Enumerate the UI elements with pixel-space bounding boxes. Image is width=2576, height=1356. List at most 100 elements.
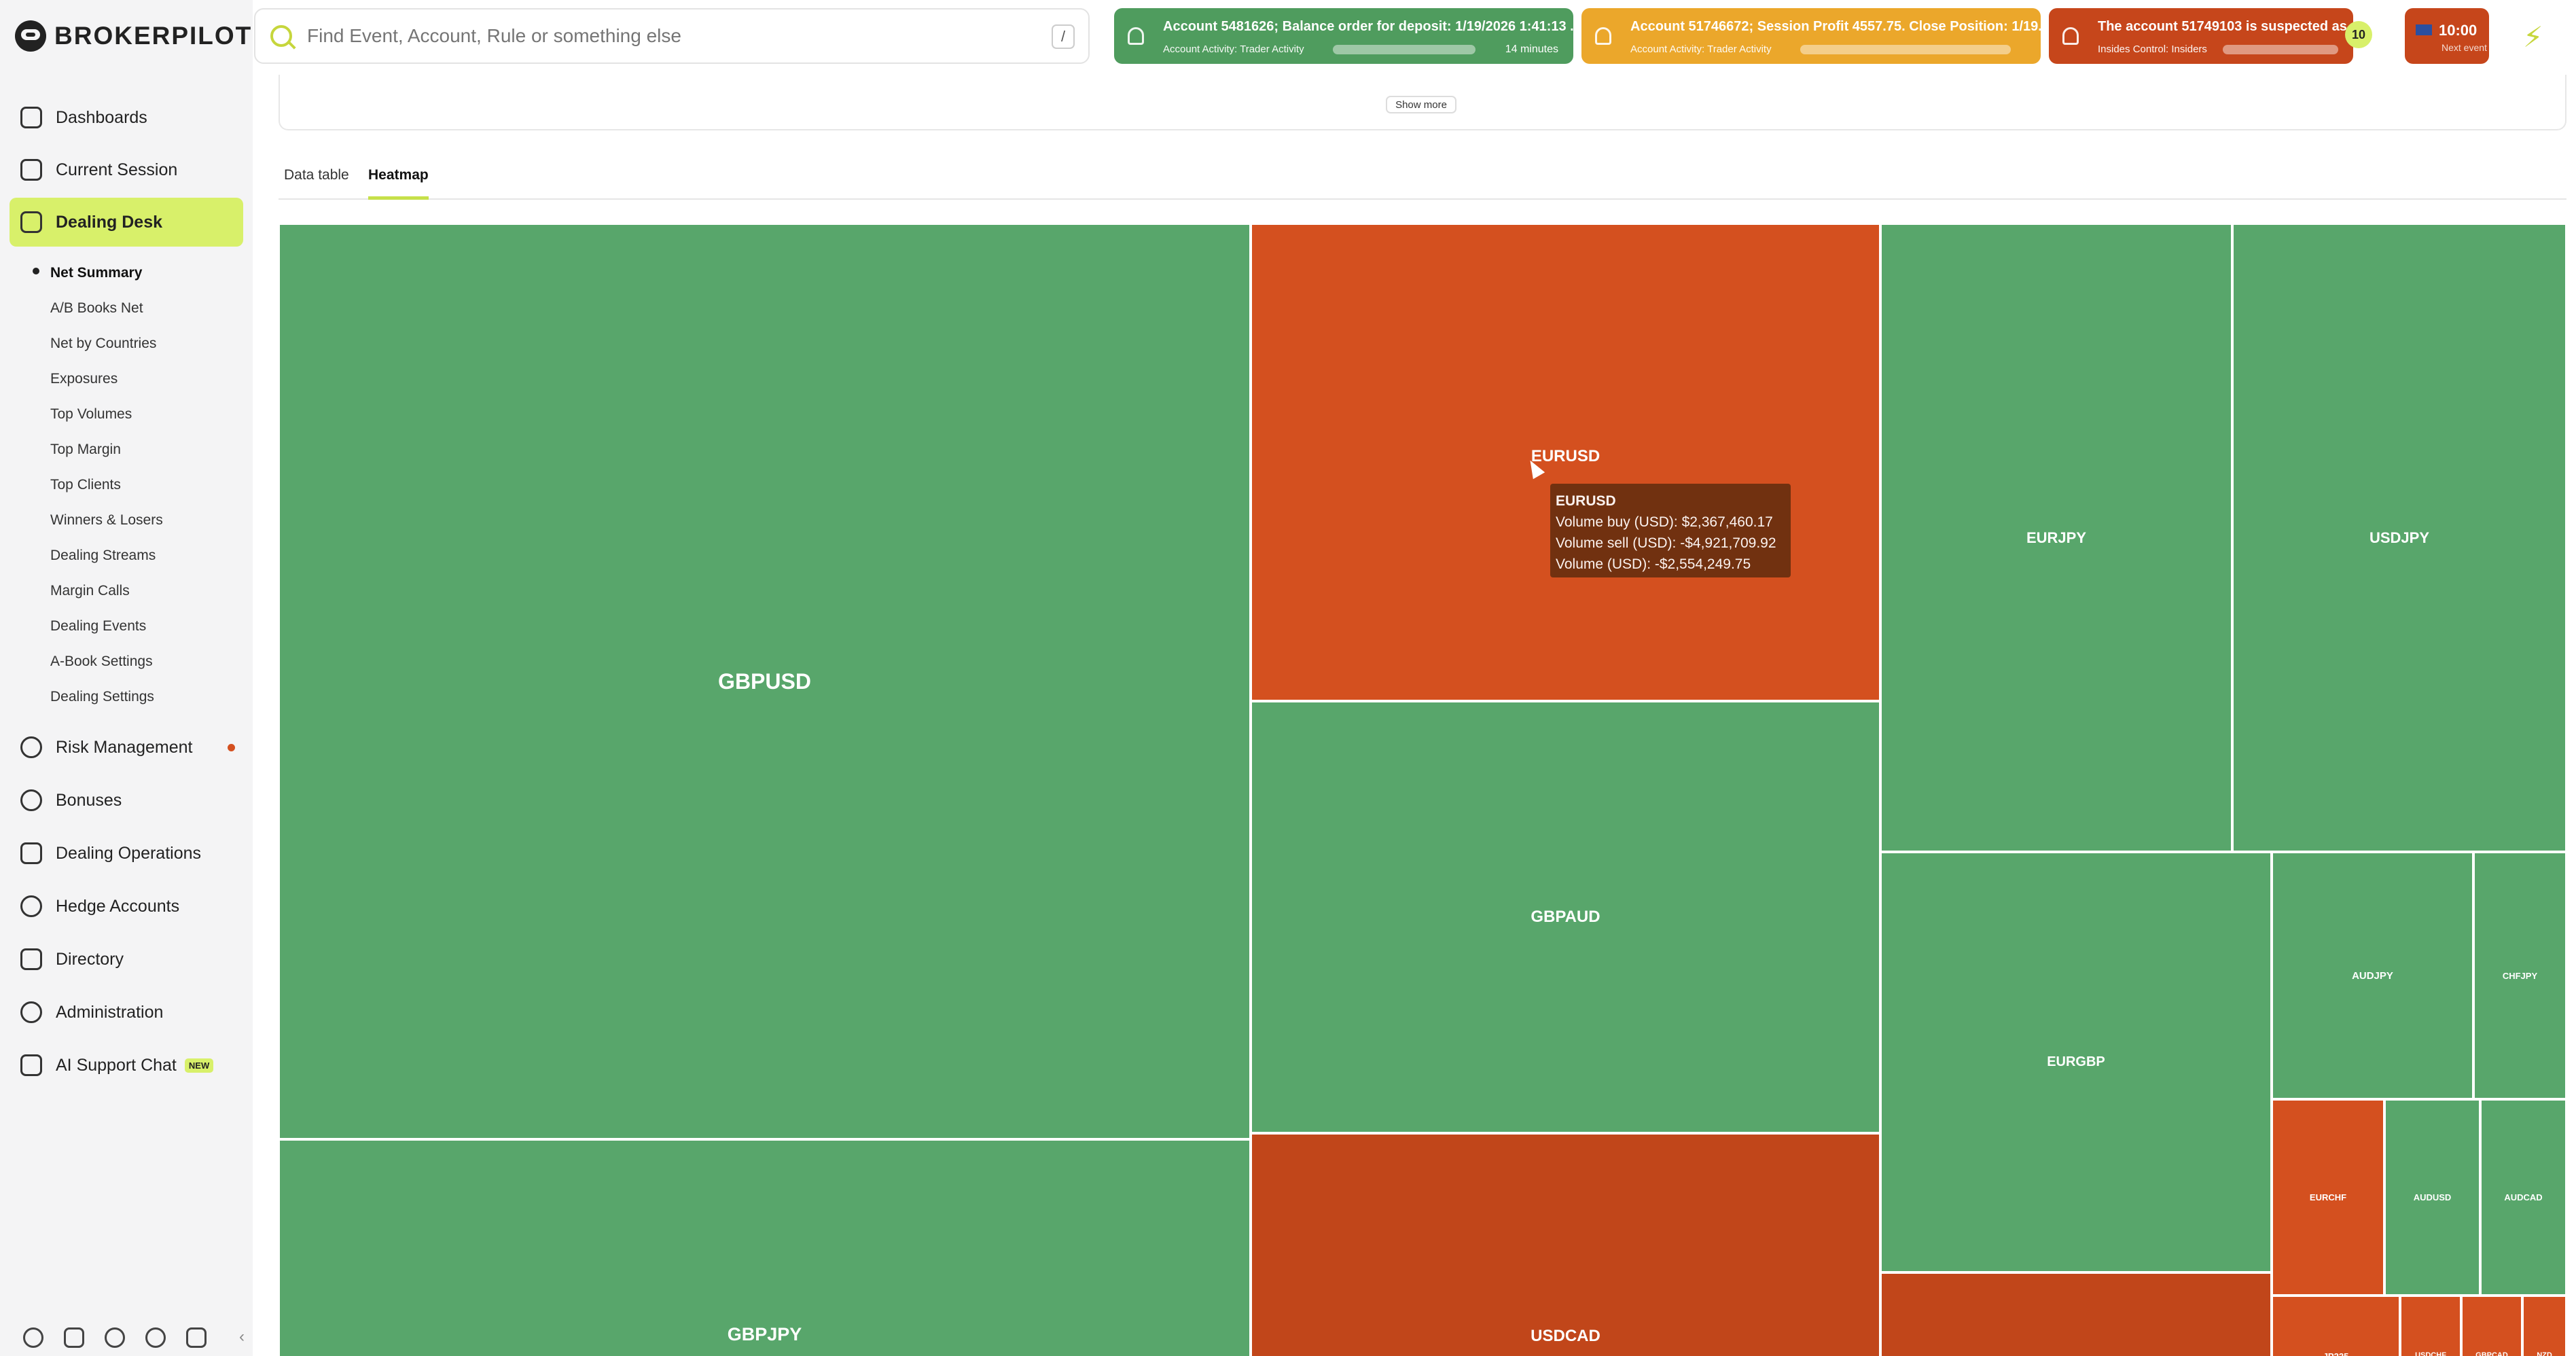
next-event-button[interactable]: 10:00 Next event <box>2405 8 2489 64</box>
subitem-top-margin[interactable]: Top Margin <box>50 442 121 457</box>
notification-title: Account 51746672; Session Profit 4557.75… <box>1630 19 2041 34</box>
sidebar-footer <box>23 1327 207 1348</box>
heatmap-cell-label: NZD <box>2537 1351 2552 1356</box>
dealing-desk-icon <box>20 211 42 233</box>
tooltip-volume: Volume (USD): -$2,554,249.75 <box>1556 556 1751 572</box>
chat-icon <box>20 1054 42 1076</box>
subitem-margin-calls[interactable]: Margin Calls <box>50 583 130 599</box>
tab-data-table[interactable]: Data table <box>284 167 349 183</box>
subitem-exposures[interactable]: Exposures <box>50 371 118 387</box>
sidebar-item-label: Hedge Accounts <box>56 896 180 916</box>
heatmap-cell-label: CHFJPY <box>2502 970 2538 981</box>
heatmap-cell-label: USDCAD <box>1531 1327 1600 1345</box>
subitem-dealing-events[interactable]: Dealing Events <box>50 618 147 634</box>
bell-icon <box>1128 27 1144 45</box>
notification-time: 14 minutes <box>1505 43 1558 55</box>
sidebar-item-dealing-operations[interactable]: Dealing Operations <box>10 829 243 878</box>
heatmap-cell-gbpjpy[interactable]: GBPJPY <box>279 1139 1251 1356</box>
subitem-dealing-settings[interactable]: Dealing Settings <box>50 689 154 704</box>
heatmap-cell-audjpy[interactable]: AUDJPY <box>2272 852 2473 1099</box>
logo[interactable]: BROKERPILOT <box>15 20 252 52</box>
search-icon <box>270 25 292 47</box>
subitem-ab-books-net[interactable]: A/B Books Net <box>50 300 143 316</box>
heatmap-cell-label: GBPUSD <box>718 668 811 694</box>
notification-card[interactable]: Account 5481626; Balance order for depos… <box>1114 8 1573 64</box>
lightning-icon[interactable]: ⚡︎ <box>2523 21 2543 53</box>
risk-icon <box>20 736 42 758</box>
heatmap-cell-chfjpy[interactable]: CHFJPY <box>2473 852 2566 1099</box>
sidebar-item-dashboards[interactable]: Dashboards <box>10 93 243 142</box>
bell-icon <box>1595 27 1611 45</box>
next-event-time: 10:00 <box>2439 22 2477 39</box>
settings-icon[interactable] <box>23 1327 43 1348</box>
moon-icon[interactable] <box>105 1327 125 1348</box>
notification-title: Account 5481626; Balance order for depos… <box>1163 19 1573 34</box>
heatmap-cell-audcad[interactable]: AUDCAD <box>2480 1099 2566 1296</box>
heatmap-cell-gbpcad[interactable]: GBPCAD <box>2461 1296 2522 1356</box>
heatmap-cell-eurchf[interactable]: EURCHF <box>2272 1099 2384 1296</box>
heatmap-tooltip: EURUSD Volume buy (USD): $2,367,460.17 V… <box>1550 484 1791 577</box>
heatmap-cell-label: USDCHF <box>2415 1351 2446 1356</box>
dashboard-icon <box>20 107 42 128</box>
notification-count-badge[interactable]: 10 <box>2345 21 2372 48</box>
tab-heatmap[interactable]: Heatmap <box>368 167 429 200</box>
subitem-a-book-settings[interactable]: A-Book Settings <box>50 654 153 669</box>
sidebar-item-administration[interactable]: Administration <box>10 988 243 1037</box>
search-input[interactable] <box>307 25 1014 47</box>
heatmap-cell-gbpusd[interactable]: GBPUSD <box>279 224 1251 1139</box>
search-bar[interactable]: / <box>254 8 1090 64</box>
brokerpilot-logo-icon <box>15 20 46 52</box>
collapse-sidebar-icon[interactable]: ‹ <box>239 1327 245 1346</box>
heatmap-cell-label: AUDUSD <box>2413 1192 2452 1202</box>
subitem-dealing-streams[interactable]: Dealing Streams <box>50 548 156 563</box>
sidebar-item-risk-management[interactable]: Risk Management <box>10 723 243 772</box>
notification-card[interactable]: Account 51746672; Session Profit 4557.75… <box>1581 8 2041 64</box>
logout-icon[interactable] <box>186 1327 207 1348</box>
heatmap-cell-jp225[interactable]: JP225 <box>2272 1296 2400 1356</box>
hedge-icon <box>20 895 42 917</box>
show-more-button[interactable]: Show more <box>1386 96 1456 113</box>
sidebar-item-label: Current Session <box>56 160 178 179</box>
search-shortcut-key: / <box>1052 24 1075 49</box>
heatmap-cell-eurjpy[interactable]: EURJPY <box>1880 224 2232 852</box>
sidebar-item-label: Dashboards <box>56 107 147 127</box>
monitor-icon[interactable] <box>64 1327 84 1348</box>
session-icon <box>20 159 42 181</box>
sidebar-item-label: Administration <box>56 1002 164 1022</box>
sidebar: BROKERPILOT Dashboards Current Session D… <box>0 0 253 1356</box>
heatmap-cell-eurgbp[interactable]: EURGBP <box>1880 852 2272 1272</box>
subitem-top-clients[interactable]: Top Clients <box>50 477 121 493</box>
sidebar-item-label: Risk Management <box>56 737 193 757</box>
shield-icon <box>20 1001 42 1023</box>
subitem-top-volumes[interactable]: Top Volumes <box>50 406 132 422</box>
heatmap-cell-label: EURCHF <box>2309 1192 2347 1202</box>
heatmap-cell-usdcad[interactable]: USDCAD <box>1251 1133 1880 1356</box>
sidebar-item-directory[interactable]: Directory <box>10 935 243 984</box>
bonus-icon <box>20 789 42 811</box>
magic-wand-icon[interactable] <box>145 1327 166 1348</box>
subitem-winners-losers[interactable]: Winners & Losers <box>50 512 163 528</box>
sidebar-item-dealing-desk[interactable]: Dealing Desk <box>10 198 243 247</box>
notification-category: Insides Control: Insiders <box>2098 43 2207 55</box>
heatmap-cell-audusd[interactable]: AUDUSD <box>2384 1099 2480 1296</box>
heatmap-cell-label: USDJPY <box>2369 529 2430 546</box>
heatmap-cell-usdchf[interactable]: USDCHF <box>2400 1296 2461 1356</box>
sidebar-item-label: Bonuses <box>56 790 122 810</box>
sidebar-item-ai-support-chat[interactable]: AI Support Chat NEW <box>10 1041 243 1090</box>
subitem-net-by-countries[interactable]: Net by Countries <box>50 336 157 351</box>
sidebar-item-current-session[interactable]: Current Session <box>10 145 243 194</box>
subitem-net-summary[interactable]: Net Summary <box>50 265 143 281</box>
notification-card[interactable]: The account 51749103 is suspected as an … <box>2049 8 2353 64</box>
new-badge: NEW <box>184 1058 214 1073</box>
sidebar-item-label: AI Support Chat <box>56 1055 177 1075</box>
heatmap-cell-unlabeled[interactable] <box>1880 1272 2272 1356</box>
heatmap-cell-nzd[interactable]: NZD <box>2522 1296 2566 1356</box>
heatmap-cell-gbpaud[interactable]: GBPAUD <box>1251 701 1880 1133</box>
sidebar-item-bonuses[interactable]: Bonuses <box>10 776 243 825</box>
heatmap-cell-eurusd[interactable]: EURUSD <box>1251 224 1880 701</box>
sidebar-item-hedge-accounts[interactable]: Hedge Accounts <box>10 882 243 931</box>
heatmap-cell-label: GBPCAD <box>2475 1351 2508 1356</box>
sidebar-item-label: Directory <box>56 949 124 969</box>
heatmap-cell-usdjpy[interactable]: USDJPY <box>2232 224 2566 852</box>
heatmap-cell-label: GBPAUD <box>1531 908 1600 926</box>
